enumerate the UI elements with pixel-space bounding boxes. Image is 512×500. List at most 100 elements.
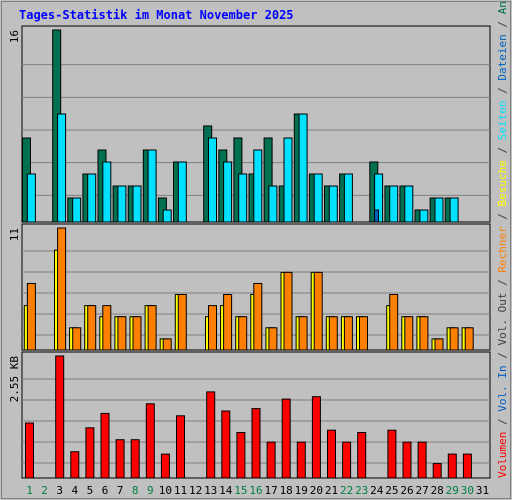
bar-requests-dateien-day-4 [72,197,82,223]
day-label-26: 26 [400,484,413,497]
bar-visits-rechner-day-4 [72,327,82,351]
bar-volume-volumen-day-18 [281,398,291,479]
bar-visits-rechner-day-23 [359,316,368,351]
bar-visits-rechner-day-9 [147,305,157,351]
day-label-31: 31 [476,484,489,497]
day-label-10: 10 [159,484,172,497]
bar-visits-rechner-day-14 [223,294,233,351]
bar-requests-dateien-day-10 [162,209,172,223]
legend-separator: / [496,14,509,34]
day-label-6: 6 [102,484,109,497]
bar-requests-dateien-day-8 [132,185,142,223]
day-label-15: 15 [234,484,247,497]
legend-item-seiten: Seiten [496,100,509,140]
bar-visits-rechner-day-22 [343,316,353,351]
bar-requests-dateien-day-6 [102,161,112,223]
day-label-19: 19 [295,484,308,497]
bar-volume-volumen-day-30 [462,453,472,479]
chart-title: Tages-Statistik im Monat November 2025 [19,8,294,22]
bar-visits-rechner-day-16 [253,283,263,351]
bar-volume-volumen-day-28 [432,463,442,479]
bar-requests-dateien-day-3 [57,113,67,223]
bar-requests-dateien-day-11 [177,161,187,223]
day-label-30: 30 [461,484,474,497]
day-label-13: 13 [204,484,217,497]
bar-requests-dateien-day-19 [298,113,308,223]
bar-requests-dateien-day-13 [208,137,217,223]
y-axis-max-label-volume: 2.55 KB [8,356,21,403]
bar-visits-rechner-day-28 [434,338,444,351]
bar-requests-dateien-day-7 [117,185,127,223]
bar-visits-rechner-day-5 [87,305,97,351]
bar-volume-volumen-day-22 [342,441,352,479]
bar-volume-volumen-day-11 [176,415,185,479]
day-label-16: 16 [249,484,262,497]
bar-volume-volumen-day-8 [130,439,140,479]
bar-visits-rechner-day-6 [102,305,112,351]
bar-requests-dateien-day-21 [328,185,338,223]
bar-requests-dateien-day-18 [283,137,293,223]
bar-volume-volumen-day-10 [160,453,170,479]
bar-requests-dateien-day-26 [404,185,414,223]
legend-separator: / [496,346,509,366]
day-label-17: 17 [264,484,277,497]
day-label-5: 5 [87,484,94,497]
day-label-7: 7 [117,484,124,497]
legend-separator: / [496,412,509,432]
day-label-1: 1 [26,484,33,497]
legend: Volumen / Vol. In / Vol. Out / Rechner /… [496,0,509,478]
legend-separator: / [496,273,509,293]
bar-requests-dateien-day-22 [343,173,353,223]
legend-item-dateien: Dateien [496,34,509,80]
bar-visits-rechner-day-11 [177,294,187,351]
bar-requests-dateien-day-29 [449,197,459,223]
bar-visits-rechner-day-3 [57,227,67,351]
bar-volume-volumen-day-5 [85,427,95,479]
bar-volume-volumen-day-25 [387,429,397,479]
bar-volume-volumen-day-16 [251,408,261,479]
bar-visits-rechner-day-10 [162,338,172,351]
bar-volume-volumen-day-6 [100,412,110,479]
bar-requests-anfragen-day-17 [263,137,273,223]
bar-visits-rechner-day-20 [313,271,323,351]
bar-visits-rechner-day-8 [132,316,142,351]
bar-volume-volumen-day-21 [327,429,336,479]
bar-requests-dateien-day-27 [419,209,429,223]
day-label-22: 22 [340,484,353,497]
bar-volume-volumen-day-3 [55,355,65,479]
day-label-3: 3 [56,484,63,497]
day-label-27: 27 [415,484,428,497]
legend-item-volin: Vol. In [496,365,509,411]
day-label-18: 18 [280,484,293,497]
legend-item-besuche: Besuche [496,160,509,206]
bar-volume-volumen-day-26 [402,441,412,479]
day-label-2: 2 [41,484,48,497]
bar-volume-volumen-day-4 [70,451,80,479]
bar-requests-dateien-day-5 [87,173,97,223]
bar-visits-rechner-day-27 [419,316,429,351]
legend-item-rechner: Rechner [496,226,509,273]
bar-requests-seiten-day-24 [374,209,379,223]
bar-visits-rechner-day-30 [464,327,474,351]
day-label-29: 29 [446,484,459,497]
bar-requests-dateien-day-25 [389,185,399,223]
bar-visits-rechner-day-15 [238,316,248,351]
bar-volume-volumen-day-23 [357,432,367,479]
day-label-24: 24 [370,484,384,497]
bar-visits-rechner-day-13 [208,305,217,351]
bar-visits-rechner-day-19 [298,316,308,351]
day-label-25: 25 [385,484,398,497]
day-label-9: 9 [147,484,154,497]
y-axis-max-label-requests: 16 [8,30,21,43]
day-label-20: 20 [310,484,323,497]
bar-requests-dateien-day-1 [26,173,36,223]
bar-volume-volumen-day-20 [311,396,321,479]
day-label-21: 21 [325,484,338,497]
bar-requests-dateien-day-14 [223,161,233,223]
bar-visits-rechner-day-25 [389,294,399,351]
bar-volume-volumen-day-17 [266,441,276,479]
legend-separator: / [496,140,509,160]
bar-volume-volumen-day-27 [417,441,427,479]
bar-visits-rechner-day-18 [283,271,293,351]
